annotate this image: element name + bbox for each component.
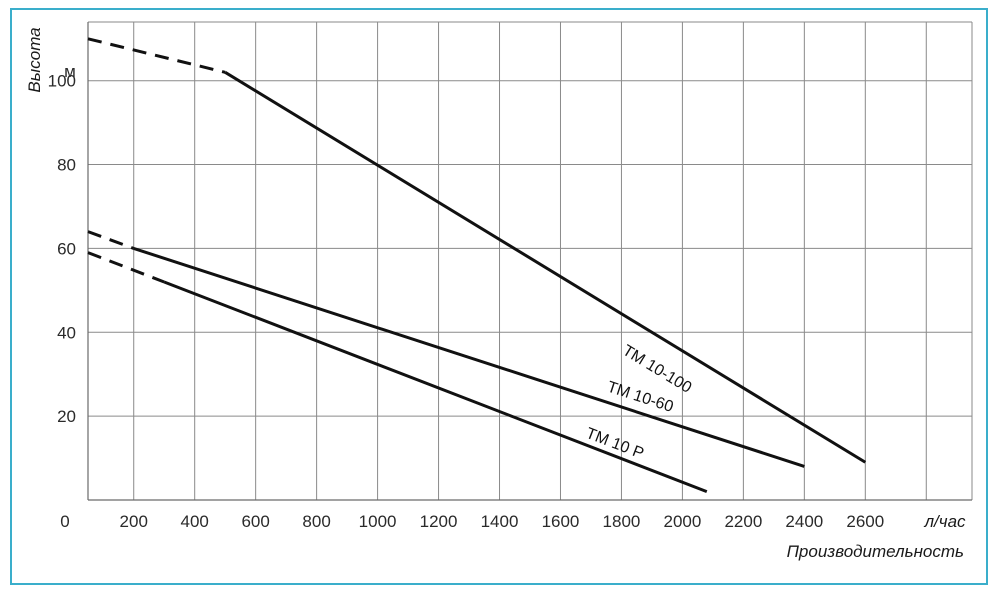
chart-frame (10, 8, 988, 585)
y-tick-label: 80 (57, 156, 76, 175)
x-tick-label: 1000 (359, 512, 397, 531)
x-tick-label: 1200 (420, 512, 458, 531)
series-line-dashed (87, 230, 135, 250)
x-tick-label: 1800 (603, 512, 641, 531)
series-line-dashed (87, 37, 226, 74)
series-line (163, 280, 708, 494)
x-tick-label: 2000 (663, 512, 701, 531)
series-group: TM 10-100 (87, 37, 867, 464)
x-tick-label: 1400 (481, 512, 519, 531)
x-tick-label: 2400 (785, 512, 823, 531)
axes (87, 22, 972, 501)
x-tick-label: 400 (181, 512, 209, 531)
x-tick-label: 2600 (846, 512, 884, 531)
y-tick-label: 40 (57, 323, 76, 342)
x-unit-label: л/час (923, 512, 966, 531)
x-tick-label: 600 (241, 512, 269, 531)
y-tick-label: 60 (57, 239, 76, 258)
tick-labels: 200 400 600 800 1000 1200 1400 1600 1800 2000 2200… (48, 72, 885, 531)
series-line (224, 71, 867, 464)
y-tick-label: 100 (48, 72, 76, 91)
series-group: TM 10-60 (87, 230, 805, 468)
grid (88, 21, 973, 500)
x-tick-label: 200 (120, 512, 148, 531)
y-tick-label: 20 (57, 407, 76, 426)
x-tick-label: 800 (302, 512, 330, 531)
y-unit-label: м (64, 62, 76, 81)
x-axis-title: Производительность (787, 542, 964, 561)
origin-label: 0 (60, 512, 69, 531)
series-group: TM 10 P (87, 251, 708, 494)
y-axis-title: Высота (25, 27, 44, 92)
x-tick-label: 1600 (542, 512, 580, 531)
x-tick-label: 2200 (724, 512, 762, 531)
series-line (133, 246, 805, 468)
series-line-dashed (87, 251, 165, 284)
